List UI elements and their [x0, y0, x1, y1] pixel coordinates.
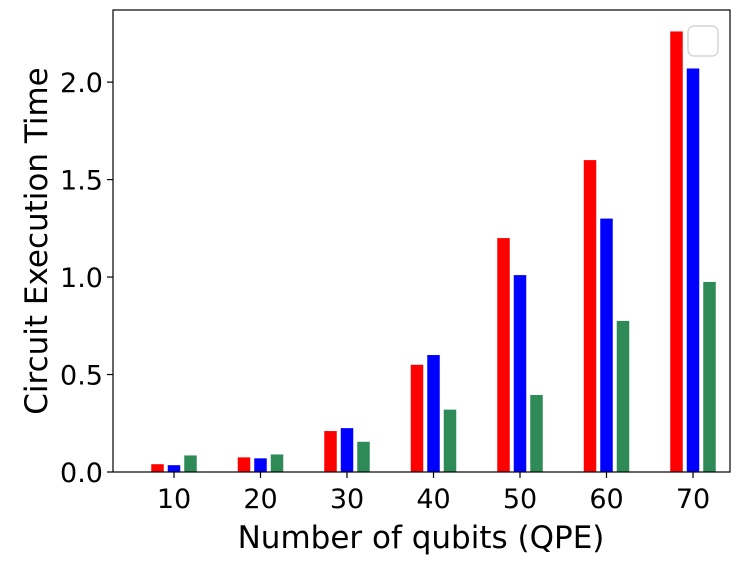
bar-series-1-20 [237, 457, 251, 472]
x-tick-label: 50 [503, 484, 537, 515]
y-tick-label: 1.0 [60, 263, 103, 294]
bar-series-3-40 [443, 409, 457, 472]
y-tick-label: 1.5 [60, 166, 103, 197]
legend-box [687, 25, 719, 57]
y-tick-label: 0.0 [60, 458, 103, 489]
bar-series-1-60 [583, 160, 597, 472]
bar-series-3-10 [184, 455, 197, 472]
bar-series-3-50 [530, 395, 543, 472]
y-tick-label: 2.0 [60, 68, 103, 99]
bar-series-3-60 [616, 320, 630, 472]
bar-series-1-10 [151, 464, 164, 472]
bar-series-3-30 [357, 441, 370, 472]
bar-series-2-40 [427, 355, 440, 472]
x-tick-label: 60 [589, 484, 623, 515]
x-tick-label: 10 [157, 484, 191, 515]
bar-series-3-20 [270, 454, 284, 472]
y-tick-label: 0.5 [60, 361, 103, 392]
bar-series-1-70 [670, 31, 683, 472]
y-axis-label: Circuit Execution Time [19, 67, 55, 414]
plot-frame [112, 9, 731, 473]
bar-series-1-40 [410, 364, 424, 472]
bar-series-2-60 [600, 218, 613, 472]
bar-series-1-30 [324, 431, 337, 472]
x-tick-label: 20 [243, 484, 277, 515]
x-axis-label: Number of qubits (QPE) [238, 520, 605, 556]
bar-series-2-10 [167, 465, 181, 472]
x-tick-label: 70 [676, 484, 710, 515]
bar-series-2-70 [686, 68, 700, 472]
bar-series-2-20 [254, 458, 267, 472]
x-axis-ticks: 10 20 30 40 50 60 70 [157, 472, 710, 515]
bars-group [151, 31, 716, 472]
bar-series-2-50 [513, 275, 527, 472]
bar-series-2-30 [340, 428, 354, 472]
bar-series-1-50 [497, 238, 510, 472]
bar-series-3-70 [703, 281, 716, 472]
x-tick-label: 30 [330, 484, 364, 515]
x-tick-label: 40 [416, 484, 450, 515]
y-axis-ticks: 0.0 0.5 1.0 1.5 2.0 [60, 68, 113, 489]
